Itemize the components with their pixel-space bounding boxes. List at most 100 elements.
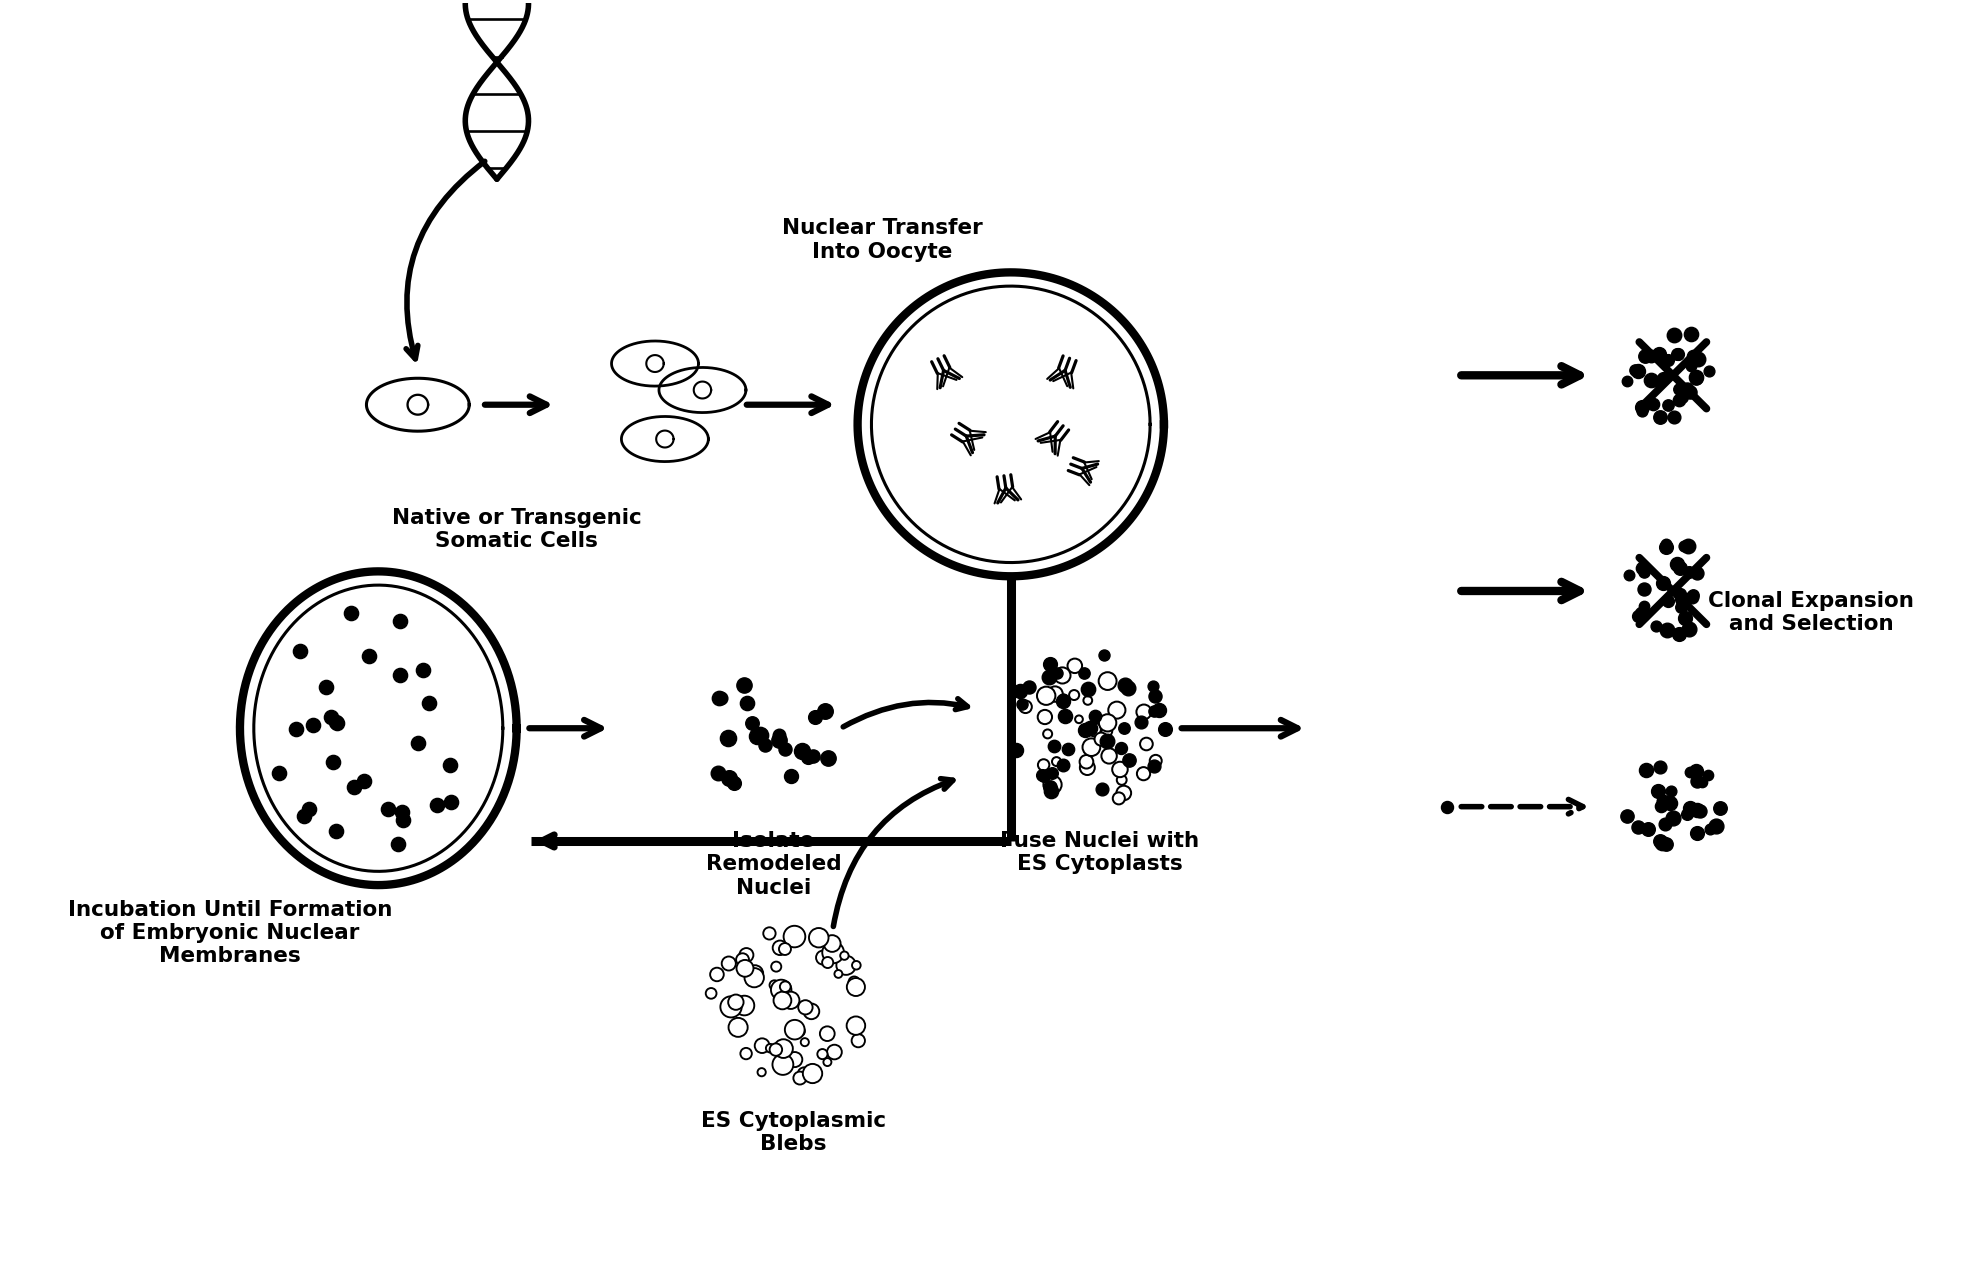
Point	[731, 692, 763, 713]
Point	[1705, 797, 1736, 818]
Text: Incubation Until Formation
of Embryonic Nuclear
Membranes: Incubation Until Formation of Embryonic …	[67, 900, 392, 966]
Circle shape	[1098, 714, 1116, 731]
Point	[1039, 736, 1070, 756]
Point	[785, 741, 817, 762]
Point	[797, 745, 828, 765]
Point	[1653, 591, 1685, 612]
Point	[1645, 756, 1677, 777]
Point	[279, 719, 311, 740]
Circle shape	[840, 951, 848, 960]
Point	[1645, 796, 1677, 817]
Point	[1673, 762, 1705, 782]
Point	[1623, 817, 1655, 837]
Point	[1673, 620, 1705, 640]
Point	[1072, 678, 1104, 699]
Circle shape	[1136, 704, 1152, 719]
Circle shape	[769, 1043, 783, 1056]
Circle shape	[795, 1027, 805, 1037]
Point	[1675, 356, 1707, 376]
Circle shape	[1080, 755, 1094, 768]
Point	[1007, 694, 1039, 714]
Point	[1046, 755, 1078, 776]
Point	[1041, 663, 1072, 684]
Circle shape	[1098, 672, 1116, 690]
Point	[1669, 608, 1701, 628]
Circle shape	[852, 1034, 864, 1047]
Point	[1625, 397, 1657, 417]
Point	[315, 707, 347, 727]
Point	[264, 763, 295, 783]
Point	[293, 799, 325, 819]
Circle shape	[1102, 749, 1116, 764]
Circle shape	[735, 954, 749, 966]
Point	[1663, 379, 1695, 399]
Circle shape	[799, 1000, 813, 1015]
Text: Native or Transgenic
Somatic Cells: Native or Transgenic Somatic Cells	[392, 508, 642, 550]
Point	[1681, 800, 1712, 820]
Point	[1629, 579, 1661, 599]
Point	[1647, 369, 1679, 389]
Point	[1643, 781, 1675, 801]
Point	[1029, 765, 1060, 786]
Point	[1052, 740, 1084, 760]
Circle shape	[1037, 686, 1054, 705]
Point	[1005, 681, 1037, 701]
Point	[1643, 344, 1675, 365]
Circle shape	[721, 956, 735, 970]
Point	[1681, 367, 1712, 388]
Point	[1665, 558, 1697, 579]
Circle shape	[783, 925, 805, 947]
Circle shape	[747, 965, 763, 982]
Circle shape	[729, 1018, 747, 1037]
Circle shape	[846, 1016, 866, 1034]
Circle shape	[1043, 730, 1052, 739]
Circle shape	[1054, 667, 1070, 684]
Point	[385, 664, 416, 685]
Point	[1625, 604, 1657, 625]
Circle shape	[735, 996, 755, 1015]
Point	[1651, 536, 1683, 557]
Circle shape	[1046, 686, 1062, 701]
Circle shape	[785, 1020, 805, 1039]
Point	[1068, 719, 1100, 740]
Point	[1695, 818, 1726, 838]
Point	[1651, 620, 1683, 640]
Point	[1114, 750, 1146, 771]
Point	[434, 791, 466, 812]
Point	[1138, 676, 1169, 696]
Point	[1033, 667, 1064, 687]
Circle shape	[1074, 716, 1082, 723]
Point	[412, 692, 444, 713]
Point	[1681, 563, 1712, 584]
Point	[1675, 381, 1707, 402]
Circle shape	[773, 992, 791, 1010]
Circle shape	[1052, 756, 1060, 765]
Point	[1625, 558, 1657, 579]
Circle shape	[1080, 760, 1094, 774]
Point	[1048, 705, 1080, 726]
Point	[1647, 572, 1679, 593]
Point	[743, 724, 775, 745]
Circle shape	[803, 1064, 823, 1083]
Circle shape	[823, 957, 832, 968]
Circle shape	[1108, 701, 1126, 718]
Circle shape	[809, 928, 828, 947]
Point	[422, 795, 454, 815]
Point	[1671, 804, 1703, 824]
Circle shape	[817, 951, 830, 965]
Circle shape	[706, 988, 717, 998]
Circle shape	[826, 1044, 842, 1060]
Point	[319, 820, 351, 841]
Circle shape	[1043, 776, 1062, 794]
Point	[1625, 401, 1657, 421]
Point	[1138, 700, 1169, 721]
Circle shape	[834, 970, 842, 978]
Point	[1431, 796, 1463, 817]
Text: Clonal Expansion
and Selection: Clonal Expansion and Selection	[1708, 591, 1915, 634]
Text: ES Cytoplasmic
Blebs: ES Cytoplasmic Blebs	[702, 1111, 886, 1153]
Point	[408, 659, 440, 680]
Point	[1621, 607, 1653, 627]
Point	[1663, 389, 1695, 410]
Circle shape	[775, 1039, 793, 1059]
Point	[1619, 360, 1651, 380]
